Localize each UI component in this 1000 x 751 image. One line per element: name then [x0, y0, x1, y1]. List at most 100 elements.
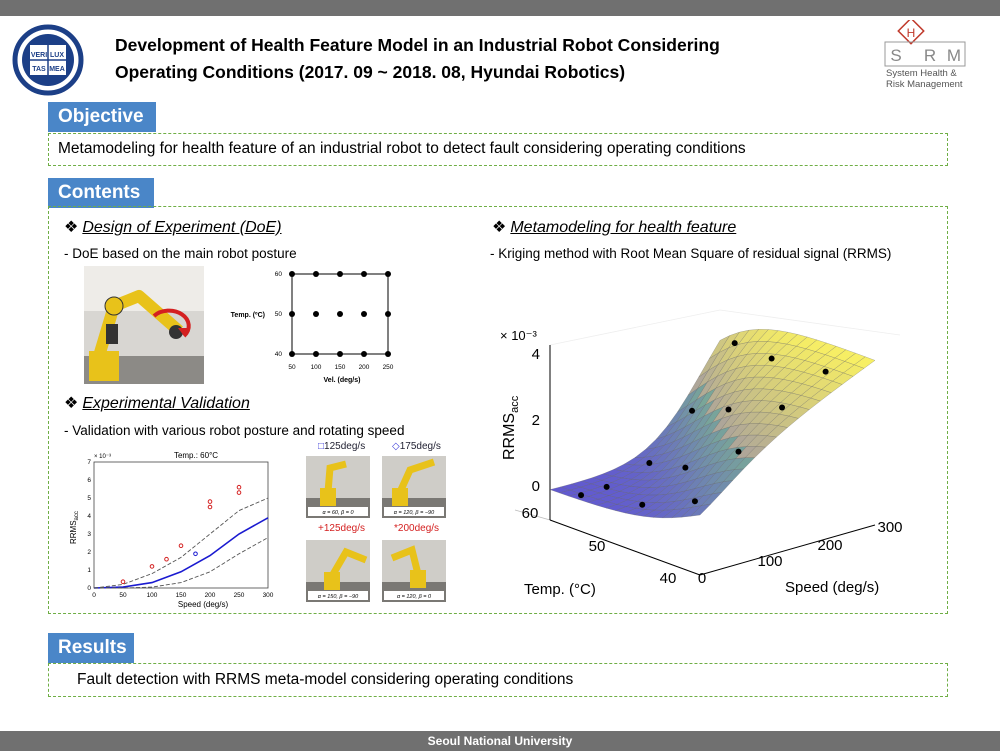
validation-bound-line	[93, 497, 269, 589]
doe-point	[289, 351, 295, 357]
validation-photo-grid: α = 60, β = 0 α = 120, β = −90 α = 150, …	[306, 456, 446, 602]
surface-ylabel: Temp. (°C)	[524, 581, 596, 598]
validation-title-text: Experimental Validation	[82, 395, 250, 412]
surface-exponent: × 10⁻³	[500, 328, 538, 343]
doe-bullet: ❖	[64, 219, 79, 236]
validation-ytick-label: 3	[87, 531, 91, 538]
doe-point	[313, 351, 319, 357]
doe-title-text: Design of Experiment (DoE)	[82, 219, 282, 236]
doe-ylabel: Temp. (ºC)	[231, 312, 265, 319]
photo-label-1: □125deg/s	[318, 441, 366, 452]
surface-xtick-100: 100	[757, 553, 782, 570]
surface-zlabel-main: RRMS	[501, 413, 518, 460]
doe-point	[289, 271, 295, 277]
doe-point	[385, 271, 391, 277]
doe-point	[313, 271, 319, 277]
doe-point	[313, 311, 319, 317]
validation-xtick-label: 200	[205, 592, 216, 599]
doe-xtick-label: 150	[335, 364, 346, 371]
photo-1-caption: α = 60, β = 0	[322, 510, 354, 516]
photo-4: α = 120, β = 0	[382, 540, 446, 602]
validation-ylabel-main: RRMS	[69, 520, 78, 544]
doe-point	[337, 351, 343, 357]
surface-ztick-4: 4	[532, 346, 540, 363]
validation-marker	[207, 499, 213, 504]
photo-label-3: +125deg/s	[318, 523, 365, 534]
surface-axes-box	[514, 309, 901, 576]
validation-bound-line	[94, 537, 269, 589]
photo-4-caption: α = 120, β = 0	[397, 594, 432, 600]
surface-zlabel-sub: acc	[509, 395, 521, 413]
validation-marker	[120, 579, 126, 584]
university-logo: VERI LUX TAS MEA	[12, 24, 84, 96]
doe-title: ❖ Design of Experiment (DoE)	[64, 217, 282, 237]
doe-point	[361, 271, 367, 277]
surface-points	[578, 340, 829, 508]
surface-mesh	[549, 329, 876, 519]
validation-ylabel: RRMSacc	[69, 511, 80, 544]
doe-xtick-label: 200	[359, 364, 370, 371]
validation-ytick-label: 6	[87, 477, 91, 484]
validation-marker	[193, 551, 198, 557]
validation-xtick-label: 150	[176, 592, 187, 599]
photo-1: α = 60, β = 0	[306, 456, 370, 518]
validation-xtick-label: 0	[92, 592, 96, 599]
validation-ytick-label: 1	[87, 567, 91, 574]
validation-marker	[236, 484, 242, 490]
validation-ytick-label: 0	[87, 585, 91, 592]
logo-letter-s: S	[890, 46, 901, 65]
top-bar	[0, 0, 1000, 16]
logo-text-2: LUX	[50, 52, 64, 59]
doe-desc: - DoE based on the main robot posture	[64, 246, 297, 261]
surface-point	[735, 448, 742, 455]
surface-ztick-2: 2	[532, 412, 540, 429]
validation-ytick-label: 2	[87, 549, 91, 556]
doe-point	[289, 311, 295, 317]
photo-label-2-text: 175deg/s	[399, 441, 441, 452]
logo-text-4: MEA	[49, 66, 65, 73]
validation-xtick-label: 100	[147, 592, 158, 599]
validation-ytick-label: 7	[87, 459, 91, 466]
validation-chart-title: Temp.: 60°C	[174, 451, 218, 460]
lab-logo: S H R M	[884, 20, 966, 67]
surface-point	[691, 498, 698, 505]
photo-2: α = 120, β = −90	[382, 456, 446, 518]
meta-title-text: Metamodeling for health feature	[510, 219, 737, 236]
validation-xlabel: Speed (deg/s)	[178, 600, 229, 609]
contents-box	[48, 206, 948, 614]
doe-point	[385, 311, 391, 317]
validation-xtick-label: 50	[119, 592, 127, 599]
surface-point	[682, 464, 689, 471]
logo-text-3: TAS	[32, 66, 46, 73]
surface-point	[578, 492, 585, 499]
surface-chart: × 10⁻³ 4 2 0 RRMSacc 60 50 40 0 100 200 …	[500, 309, 903, 598]
validation-title: ❖ Experimental Validation	[64, 393, 250, 413]
footer-bar: Seoul National University	[0, 731, 1000, 751]
lab-logo-sub-1: System Health &	[886, 68, 957, 79]
surface-point	[646, 459, 653, 466]
surface-xtick-300: 300	[877, 519, 902, 536]
photo-3-caption: α = 150, β = −90	[318, 594, 359, 600]
doe-xtick-label: 50	[288, 364, 296, 371]
logo-text-1: VERI	[31, 52, 47, 59]
doe-chart: 50 100 150 200 250 40 50 60 Vel. (deg/s) Temp.…	[231, 271, 394, 384]
doe-point	[337, 271, 343, 277]
contents-heading: Contents	[48, 178, 154, 208]
surface-xtick-0: 0	[698, 570, 706, 587]
surface-point	[768, 355, 775, 362]
objective-heading: Objective	[48, 102, 156, 132]
photo-label-1-text: 125deg/s	[324, 441, 366, 452]
results-box	[48, 663, 948, 697]
validation-exponent: × 10⁻³	[94, 454, 111, 460]
surface-point	[779, 404, 786, 411]
validation-marker	[149, 564, 155, 569]
title-line-2: Operating Conditions (2017. 09 ~ 2018. 0…	[115, 62, 626, 82]
meta-title: ❖ Metamodeling for health feature	[492, 217, 736, 237]
validation-ylabel-sub: acc	[74, 511, 80, 520]
logo-letter-r: R	[924, 46, 936, 65]
meta-bullet: ❖	[492, 219, 507, 236]
surface-xtick-200: 200	[817, 537, 842, 554]
robot-photo	[84, 266, 204, 384]
surface-point	[689, 407, 696, 414]
